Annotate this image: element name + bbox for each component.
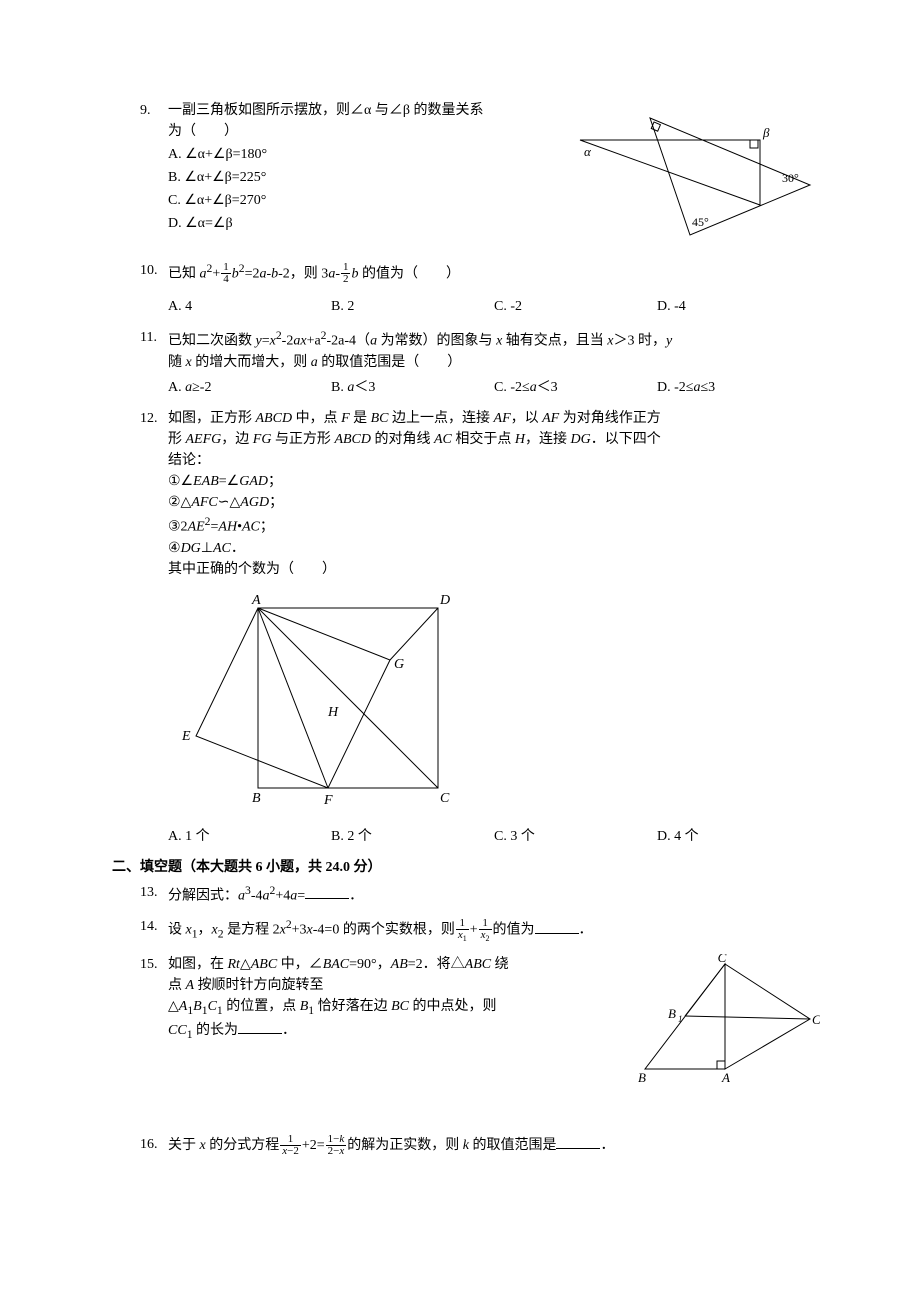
q9-number: 9.: [140, 100, 168, 250]
question-10: 10. 已知 a2+14b2=2a-b-2，则 3a-12b 的值为（ ） A.…: [140, 260, 820, 317]
svg-text:B: B: [638, 1070, 646, 1084]
q14-body: 设 x1，x2 是方程 2x2+3x-4=0 的两个实数根，则1x1+1x2的值…: [168, 916, 820, 944]
q10-option-a: A. 4: [168, 296, 331, 317]
q12-number: 12.: [140, 408, 168, 847]
q11-option-c: C. -2≤a＜3: [494, 377, 657, 398]
q9-option-c: C. ∠α+∠β=270°: [168, 190, 560, 211]
svg-text:A: A: [721, 1070, 730, 1084]
q14-number: 14.: [140, 916, 168, 944]
q11-option-b: B. a＜3: [331, 377, 494, 398]
q10-option-d: D. -4: [657, 296, 820, 317]
blank-15: [238, 1019, 282, 1034]
question-15: 15. A B C B1 C1 如图，在: [140, 954, 820, 1084]
blank-14: [535, 919, 579, 934]
q9-figure: α β 30° 45°: [560, 100, 820, 250]
svg-text:30°: 30°: [782, 171, 799, 185]
svg-text:H: H: [327, 705, 339, 720]
q11-body: 已知二次函数 y=x2-2ax+a2-2a-4（a 为常数）的图象与 x 轴有交…: [168, 327, 820, 398]
q12-stem: 如图，正方形 ABCD 中，点 F 是 BC 边上一点，连接 AF，以 AF 为…: [168, 408, 820, 471]
svg-text:β: β: [762, 125, 770, 140]
svg-text:E: E: [181, 729, 191, 744]
q12-option-c: C. 3 个: [494, 826, 657, 847]
q11-number: 11.: [140, 327, 168, 398]
q15-body: A B C B1 C1 如图，在 Rt△ABC 中，∠BAC=90°，AB=2．…: [168, 954, 820, 1084]
svg-text:α: α: [584, 144, 592, 159]
q12-option-a: A. 1 个: [168, 826, 331, 847]
q12-conclusion-1: ①∠EAB=∠GAD；: [168, 471, 820, 492]
svg-text:F: F: [323, 793, 333, 808]
question-14: 14. 设 x1，x2 是方程 2x2+3x-4=0 的两个实数根，则1x1+1…: [140, 916, 820, 944]
question-11: 11. 已知二次函数 y=x2-2ax+a2-2a-4（a 为常数）的图象与 x…: [140, 327, 820, 398]
q10-body: 已知 a2+14b2=2a-b-2，则 3a-12b 的值为（ ） A. 4 B…: [168, 260, 820, 317]
q9-option-d: D. ∠α=∠β: [168, 213, 560, 234]
svg-text:B: B: [252, 791, 261, 806]
q12-option-d: D. 4 个: [657, 826, 820, 847]
q12-conclusion-3: ③2AE2=AH•AC；: [168, 513, 820, 538]
q12-option-b: B. 2 个: [331, 826, 494, 847]
q12-figure: A D B C F E G H: [168, 588, 820, 818]
q11-option-d: D. -2≤a≤3: [657, 377, 820, 398]
q9-stem-line1: 一副三角板如图所示摆放，则∠α 与∠β 的数量关系: [168, 100, 560, 121]
q9-option-a: A. ∠α+∠β=180°: [168, 144, 560, 165]
svg-text:1: 1: [678, 1014, 683, 1024]
svg-text:C: C: [718, 954, 727, 965]
q11-stem: 已知二次函数 y=x2-2ax+a2-2a-4（a 为常数）的图象与 x 轴有交…: [168, 327, 820, 373]
q10-stem: 已知 a2+14b2=2a-b-2，则 3a-12b 的值为（ ）: [168, 260, 820, 286]
q12-conclusion-2: ②△AFC∽△AGD；: [168, 492, 820, 513]
q13-number: 13.: [140, 882, 168, 907]
q12-conclusion-4: ④DG⊥AC．: [168, 538, 820, 559]
question-16: 16. 关于 x 的分式方程1x−2+2=1−k2−x的解为正实数，则 k 的取…: [140, 1134, 820, 1158]
q12-question: 其中正确的个数为（ ）: [168, 559, 820, 580]
q12-body: 如图，正方形 ABCD 中，点 F 是 BC 边上一点，连接 AF，以 AF 为…: [168, 408, 820, 847]
q10-number: 10.: [140, 260, 168, 317]
q15-figure: A B C B1 C1: [630, 954, 820, 1084]
q10-option-c: C. -2: [494, 296, 657, 317]
svg-text:C: C: [440, 791, 450, 806]
svg-text:G: G: [394, 657, 404, 672]
q16-number: 16.: [140, 1134, 168, 1158]
svg-text:C: C: [812, 1012, 820, 1027]
q15-number: 15.: [140, 954, 168, 1084]
svg-text:45°: 45°: [692, 215, 709, 229]
q9-body: 一副三角板如图所示摆放，则∠α 与∠β 的数量关系 为（ ） A. ∠α+∠β=…: [168, 100, 820, 250]
q10-option-b: B. 2: [331, 296, 494, 317]
blank-16: [556, 1134, 600, 1149]
q9-option-b: B. ∠α+∠β=225°: [168, 167, 560, 188]
section-2-heading: 二、填空题（本大题共 6 小题，共 24.0 分）: [112, 857, 820, 878]
svg-text:D: D: [439, 593, 450, 608]
blank-13: [305, 884, 349, 899]
question-9: 9. 一副三角板如图所示摆放，则∠α 与∠β 的数量关系 为（ ） A. ∠α+…: [140, 100, 820, 250]
q16-body: 关于 x 的分式方程1x−2+2=1−k2−x的解为正实数，则 k 的取值范围是…: [168, 1134, 820, 1158]
q13-body: 分解因式：a3-4a2+4a=．: [168, 882, 820, 907]
q11-option-a: A. a≥-2: [168, 377, 331, 398]
question-12: 12. 如图，正方形 ABCD 中，点 F 是 BC 边上一点，连接 AF，以 …: [140, 408, 820, 847]
svg-text:A: A: [251, 593, 261, 608]
svg-text:B: B: [668, 1006, 676, 1021]
question-13: 13. 分解因式：a3-4a2+4a=．: [140, 882, 820, 907]
q9-stem-line2: 为（ ）: [168, 121, 560, 142]
